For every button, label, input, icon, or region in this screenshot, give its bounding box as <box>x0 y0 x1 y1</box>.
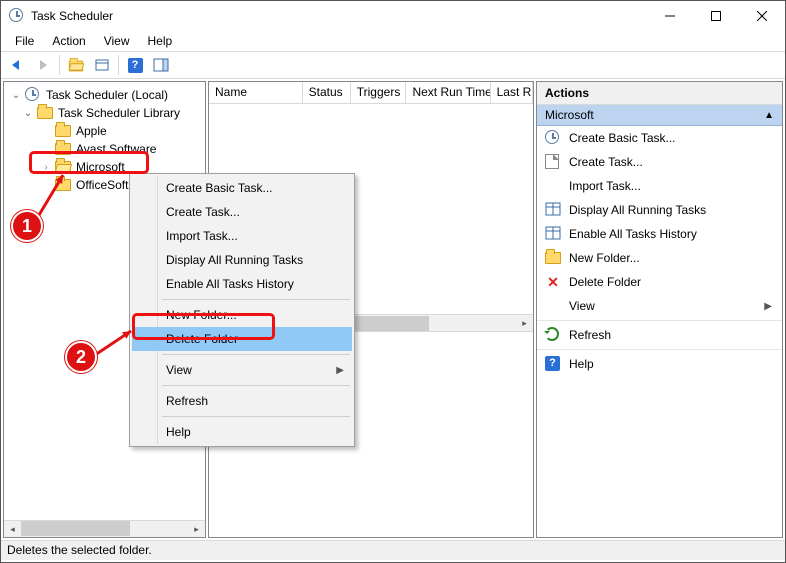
grid-icon <box>545 202 561 218</box>
annotation-badge-2: 2 <box>65 341 97 373</box>
tree-scrollbar[interactable]: ◂▸ <box>4 520 205 537</box>
action-pane-button[interactable] <box>149 54 173 76</box>
status-bar: Deletes the selected folder. <box>1 540 785 560</box>
back-button[interactable] <box>5 54 29 76</box>
menu-action[interactable]: Action <box>44 32 93 50</box>
action-item[interactable]: ✕Delete Folder <box>537 270 782 294</box>
forward-button[interactable] <box>31 54 55 76</box>
help-button[interactable]: ? <box>123 54 147 76</box>
action-item[interactable]: New Folder... <box>537 246 782 270</box>
column-header[interactable]: Last Ru <box>491 82 533 103</box>
action-item[interactable]: ?Help <box>537 352 782 376</box>
properties-button[interactable] <box>90 54 114 76</box>
collapse-icon[interactable]: ▲ <box>764 110 774 121</box>
actions-pane: Actions Microsoft ▲ Create Basic Task...… <box>536 81 783 538</box>
blank-icon <box>545 298 561 314</box>
action-item[interactable]: Enable All Tasks History <box>537 222 782 246</box>
scheduler-icon <box>25 87 41 103</box>
menu-view[interactable]: View <box>96 32 138 50</box>
menu-help[interactable]: Help <box>140 32 181 50</box>
context-item[interactable]: Help <box>132 420 352 444</box>
context-item[interactable]: Display All Running Tasks <box>132 248 352 272</box>
close-button[interactable] <box>739 1 785 31</box>
maximize-button[interactable] <box>693 1 739 31</box>
up-button[interactable] <box>64 54 88 76</box>
context-item[interactable]: Enable All Tasks History <box>132 272 352 296</box>
action-item[interactable]: Display All Running Tasks <box>537 198 782 222</box>
page-icon <box>545 154 561 170</box>
column-header[interactable]: Next Run Time <box>406 82 490 103</box>
context-item[interactable]: Delete Folder <box>132 327 352 351</box>
action-item[interactable]: Create Basic Task... <box>537 126 782 150</box>
actions-header: Actions <box>537 82 782 105</box>
tree-library[interactable]: ⌄ Task Scheduler Library <box>6 104 203 122</box>
folder-icon <box>545 250 561 266</box>
help-icon: ? <box>545 356 561 372</box>
grid-icon <box>545 226 561 242</box>
menubar: File Action View Help <box>1 31 785 51</box>
annotation-badge-1: 1 <box>11 210 43 242</box>
folder-icon <box>55 141 71 157</box>
context-item[interactable]: New Folder... <box>132 303 352 327</box>
folder-icon <box>55 123 71 139</box>
context-item[interactable]: Create Task... <box>132 200 352 224</box>
minimize-button[interactable] <box>647 1 693 31</box>
titlebar: Task Scheduler <box>1 1 785 31</box>
window-title: Task Scheduler <box>31 9 647 23</box>
action-item[interactable]: Create Task... <box>537 150 782 174</box>
action-item[interactable]: View▶ <box>537 294 782 318</box>
toolbar: ? <box>1 51 785 79</box>
tree-root[interactable]: ⌄ Task Scheduler (Local) <box>6 86 203 104</box>
actions-subheader[interactable]: Microsoft ▲ <box>537 105 782 126</box>
wizard-icon <box>545 130 561 146</box>
action-item[interactable]: Refresh <box>537 323 782 347</box>
tree-item-apple[interactable]: Apple <box>6 122 203 140</box>
menu-file[interactable]: File <box>7 32 42 50</box>
refresh-icon <box>545 327 561 343</box>
tree-item-avast[interactable]: Avast Software <box>6 140 203 158</box>
collapse-icon[interactable]: ⌄ <box>10 90 22 101</box>
context-item[interactable]: Refresh <box>132 389 352 413</box>
app-icon <box>9 8 25 24</box>
action-item[interactable]: Import Task... <box>537 174 782 198</box>
delete-icon: ✕ <box>545 274 561 290</box>
column-header[interactable]: Triggers <box>351 82 407 103</box>
blank-icon <box>545 178 561 194</box>
folder-icon <box>37 105 53 121</box>
context-item[interactable]: Import Task... <box>132 224 352 248</box>
context-item[interactable]: Create Basic Task... <box>132 176 352 200</box>
column-header[interactable]: Status <box>303 82 351 103</box>
chevron-right-icon: ▶ <box>764 301 772 312</box>
collapse-icon[interactable]: ⌄ <box>22 108 34 119</box>
context-item[interactable]: View▶ <box>132 358 352 382</box>
column-header[interactable]: Name <box>209 82 303 103</box>
context-menu: Create Basic Task...Create Task...Import… <box>129 173 355 447</box>
column-headers: NameStatusTriggersNext Run TimeLast Ru <box>209 82 533 104</box>
